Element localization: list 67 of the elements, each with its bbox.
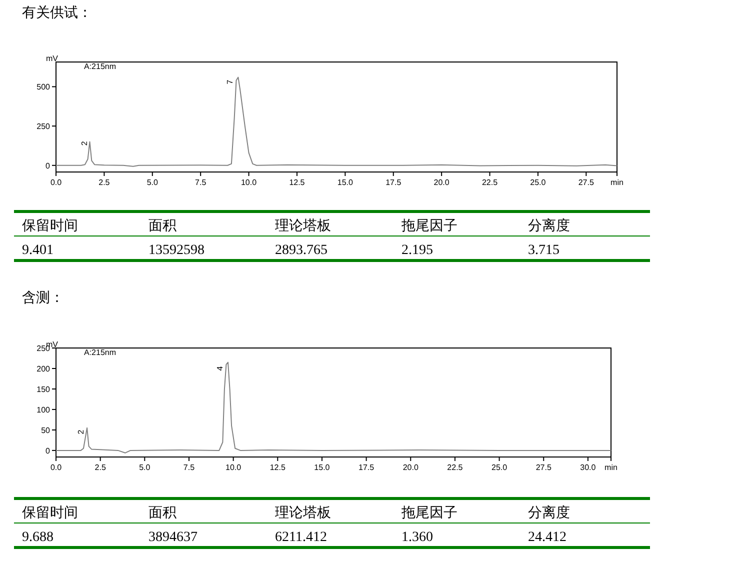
annotation: A:215nm (84, 62, 116, 71)
y-tick-label: 200 (36, 364, 51, 374)
x-tick-label: 15.0 (314, 463, 330, 472)
text: 6211.412 (275, 530, 327, 545)
x-tick-label: 12.5 (270, 463, 286, 472)
y-tick-label: 500 (36, 82, 51, 92)
y-tick-label: 150 (36, 384, 51, 394)
y-axis-title: mV (46, 54, 59, 63)
y-tick-label: 50 (41, 426, 51, 435)
y-tick-label: 100 (36, 405, 51, 414)
annotation: 7 (225, 79, 234, 84)
x-tick-label: 7.5 (195, 178, 207, 187)
x-tick-label: 22.5 (482, 178, 498, 187)
x-tick-label: 25.0 (492, 463, 508, 472)
x-tick-label: 27.5 (578, 178, 594, 187)
annotation: 2 (76, 429, 86, 434)
y-tick-label: 250 (36, 344, 51, 353)
y-tick-label: 250 (36, 122, 51, 132)
text: 理论塔板 (275, 218, 331, 234)
text: 理论塔板 (275, 505, 331, 521)
annotation: A:215nm (84, 348, 116, 357)
text: 24.412 (528, 530, 566, 545)
chart-title: 含测： (22, 290, 64, 306)
x-tick-label: 0.0 (50, 463, 62, 472)
text: 保留时间 (22, 218, 78, 234)
text: 3894637 (148, 530, 198, 545)
line-series (56, 76, 618, 167)
x-tick-label: 22.5 (447, 463, 464, 472)
y-tick-label: 0 (46, 446, 51, 456)
x-tick-label: 20.0 (402, 463, 419, 472)
text: 13592598 (148, 243, 204, 258)
x-tick-label: 12.5 (289, 178, 306, 187)
x-tick-label: 5.0 (146, 178, 158, 187)
text: 2893.765 (275, 243, 328, 258)
text: 3.715 (528, 243, 560, 258)
text: 面积 (148, 506, 176, 521)
x-tick-label: 7.5 (183, 463, 196, 472)
x-tick-label: 5.0 (139, 463, 151, 472)
text: 分离度 (528, 505, 570, 521)
text: 保留时间 (22, 505, 78, 521)
chart-title: 有关供试： (22, 5, 92, 21)
text: 2.195 (402, 243, 433, 258)
x-tick-label: 17.5 (386, 178, 402, 187)
x-tick-label: 30.0 (580, 463, 596, 472)
line-series (56, 362, 612, 454)
x-tick-label: 15.0 (337, 178, 354, 187)
x-tick-label: 0.0 (50, 178, 62, 187)
text: 1.360 (402, 530, 433, 545)
text: 分离度 (528, 218, 570, 234)
x-tick-label: 10.0 (240, 178, 258, 187)
x-tick-label: 2.5 (98, 178, 110, 187)
text: 拖尾因子 (400, 218, 458, 234)
x-tick-label: 20.0 (434, 178, 450, 187)
annotation: 2 (80, 140, 89, 146)
text: 拖尾因子 (400, 505, 458, 521)
x-tick-label: 10.0 (226, 463, 242, 472)
text: 9.688 (22, 530, 54, 545)
text: 面积 (148, 219, 176, 234)
x-tick-label: 2.5 (94, 463, 106, 472)
x-tick-label: min (604, 463, 618, 472)
x-tick-label: 27.5 (536, 463, 552, 472)
y-tick-label: 0 (46, 161, 51, 170)
x-tick-label: 25.0 (530, 178, 546, 187)
text: 9.401 (22, 243, 54, 258)
x-tick-label: min (610, 178, 624, 187)
annotation: 4 (216, 366, 225, 371)
x-tick-label: 17.5 (358, 463, 375, 472)
